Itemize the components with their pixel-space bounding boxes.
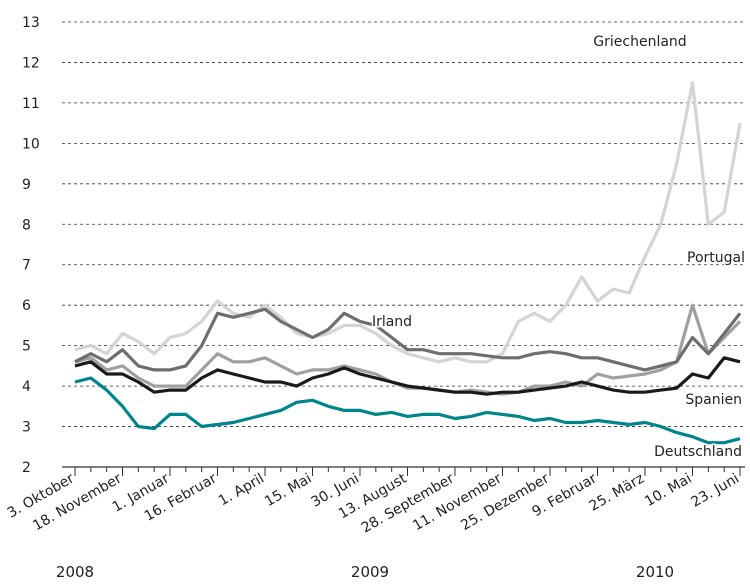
x-tick-label: 25. März [587, 471, 647, 515]
y-tick-label: 13 [22, 15, 40, 31]
series-line [74, 81, 742, 364]
y-tick-label: 9 [22, 177, 31, 193]
series-label: Deutschland [654, 444, 742, 460]
series-label: Portugal [687, 250, 745, 266]
year-label: 2009 [351, 563, 389, 581]
x-tick-label: 23. Juni [689, 471, 742, 511]
series-label: Spanien [685, 392, 742, 408]
y-tick-label: 7 [22, 258, 31, 274]
y-tick-label: 8 [22, 217, 31, 233]
y-tick-label: 4 [22, 379, 31, 395]
y-tick-label: 6 [22, 298, 31, 314]
y-tick-label: 12 [22, 55, 40, 71]
y-tick-label: 3 [22, 420, 31, 436]
y-tick-label: 11 [22, 96, 40, 112]
year-label: 2010 [636, 563, 674, 581]
series-line [74, 303, 742, 396]
year-label: 2008 [56, 563, 94, 581]
x-tick-label: 10. Mai [642, 471, 694, 510]
x-tick-label: 15. Mai [262, 471, 314, 510]
series-label: Irland [372, 314, 412, 330]
y-tick-label: 10 [22, 136, 40, 152]
series-line [74, 376, 741, 445]
x-tick-label: 1. April [216, 471, 267, 510]
series-line [74, 356, 741, 396]
y-tick-label: 5 [22, 339, 31, 355]
series-line [74, 307, 742, 372]
y-tick-label: 2 [22, 460, 31, 476]
series-label: Griechenland [593, 34, 686, 50]
